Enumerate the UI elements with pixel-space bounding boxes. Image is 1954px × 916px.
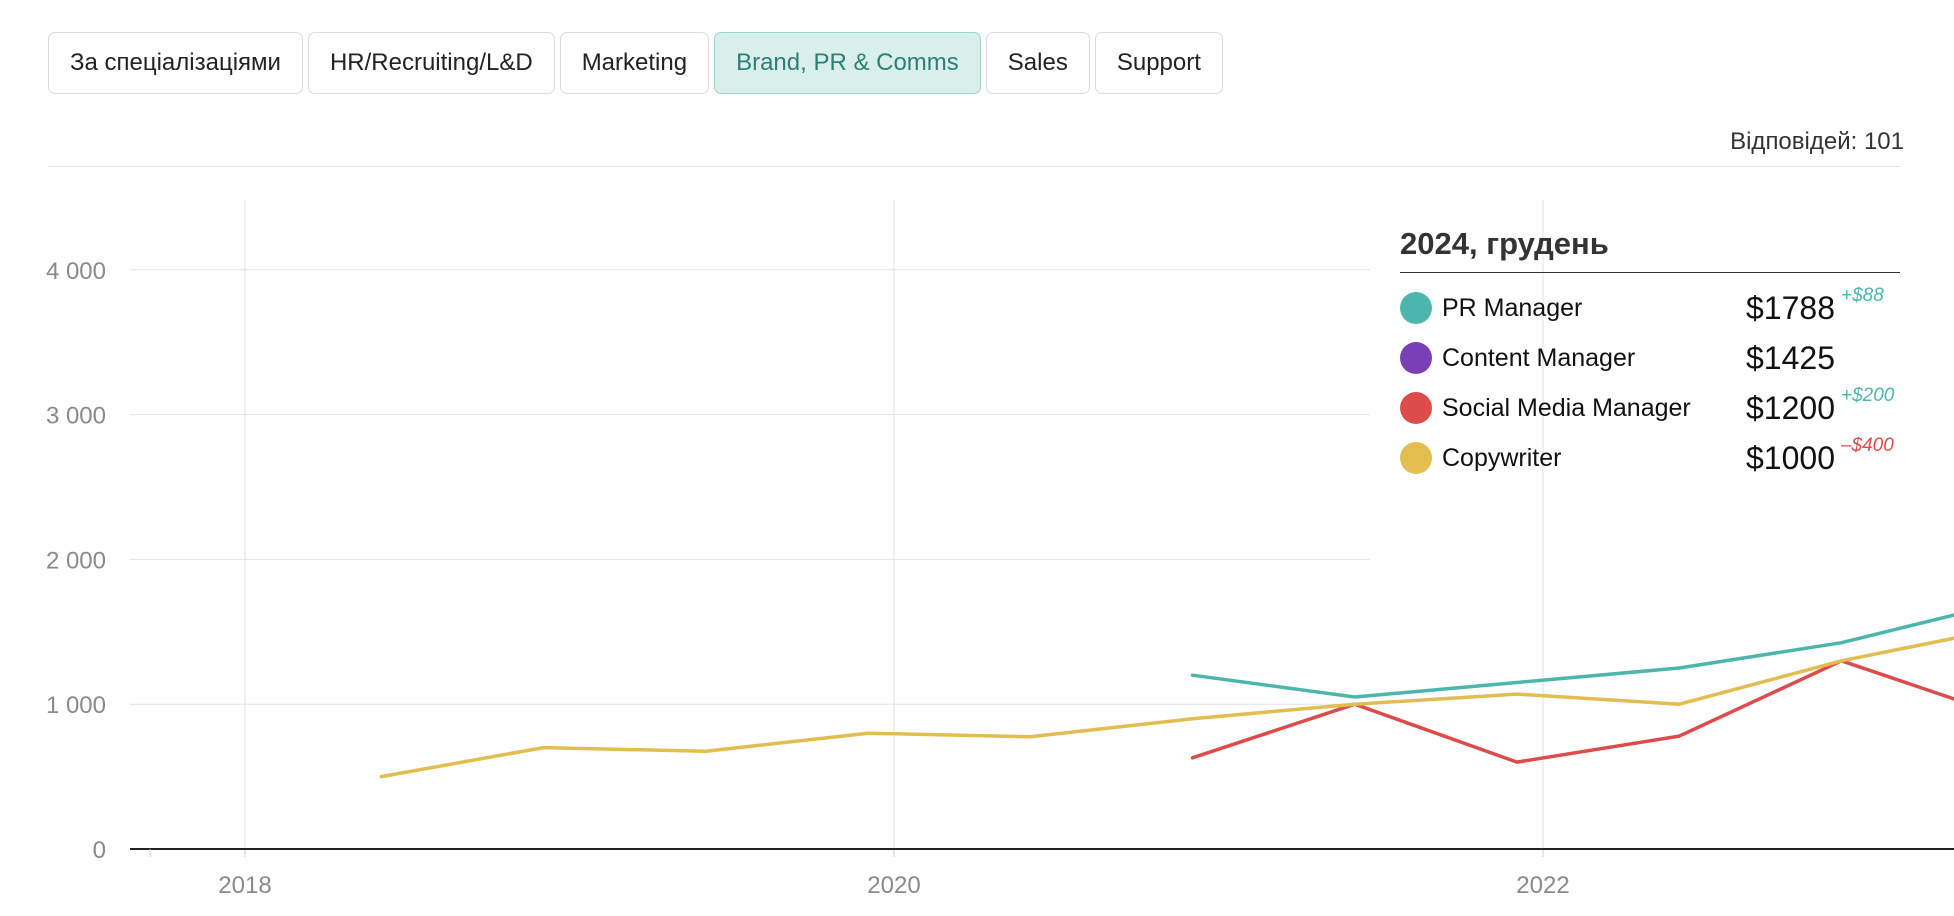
legend-row-social-media-manager: Social Media Manager $1200 +$200 bbox=[1400, 383, 1900, 433]
social-media-manager-dot-icon bbox=[1400, 392, 1432, 424]
tab-by-specialization[interactable]: За спеціалізаціями bbox=[48, 32, 303, 94]
y-tick-label: 1 000 bbox=[46, 692, 106, 719]
tab-bar: За спеціалізаціями HR/Recruiting/L&D Mar… bbox=[48, 32, 1223, 94]
tab-hr-recruiting[interactable]: HR/Recruiting/L&D bbox=[307, 32, 555, 94]
x-tick-label: 2020 bbox=[867, 872, 920, 899]
x-tick-label: 2022 bbox=[1516, 872, 1569, 899]
copywriter-dot-icon bbox=[1400, 442, 1432, 474]
tooltip-legend: 2024, грудень PR Manager $1788 +$88 Cont… bbox=[1400, 226, 1900, 483]
y-tick-label: 0 bbox=[93, 837, 106, 864]
y-tick-label: 3 000 bbox=[46, 403, 106, 430]
y-tick-label: 2 000 bbox=[46, 547, 106, 574]
legend-name: Social Media Manager bbox=[1442, 393, 1691, 422]
legend-value: $1788 bbox=[1746, 289, 1835, 326]
tab-support[interactable]: Support bbox=[1094, 32, 1223, 94]
legend-name: PR Manager bbox=[1442, 293, 1583, 322]
legend-row-copywriter: Copywriter $1000 –$400 bbox=[1400, 433, 1900, 483]
legend-delta: –$400 bbox=[1840, 435, 1894, 456]
legend-value: $1200 bbox=[1746, 389, 1835, 426]
legend-value: $1000 bbox=[1746, 439, 1835, 476]
legend-title: 2024, грудень bbox=[1400, 226, 1900, 273]
series-line bbox=[379, 636, 1954, 779]
legend-delta: +$88 bbox=[1840, 285, 1884, 306]
legend-value: $1425 bbox=[1746, 339, 1835, 376]
x-tick-label: 2018 bbox=[218, 872, 271, 899]
series-line bbox=[1190, 613, 1954, 699]
tab-brand-pr-comms[interactable]: Brand, PR & Comms bbox=[714, 32, 981, 94]
header-divider bbox=[48, 166, 1900, 167]
responses-count: Відповідей: 101 bbox=[1730, 128, 1904, 155]
legend-row-content-manager: Content Manager $1425 bbox=[1400, 333, 1900, 383]
tab-marketing[interactable]: Marketing bbox=[559, 32, 710, 94]
legend-delta: +$200 bbox=[1840, 385, 1895, 406]
content-manager-dot-icon bbox=[1400, 342, 1432, 374]
legend-row-pr-manager: PR Manager $1788 +$88 bbox=[1400, 283, 1900, 333]
legend-name: Copywriter bbox=[1442, 443, 1562, 472]
legend-name: Content Manager bbox=[1442, 343, 1636, 372]
pr-manager-dot-icon bbox=[1400, 292, 1432, 324]
y-tick-label: 4 000 bbox=[46, 258, 106, 285]
tab-sales[interactable]: Sales bbox=[985, 32, 1090, 94]
